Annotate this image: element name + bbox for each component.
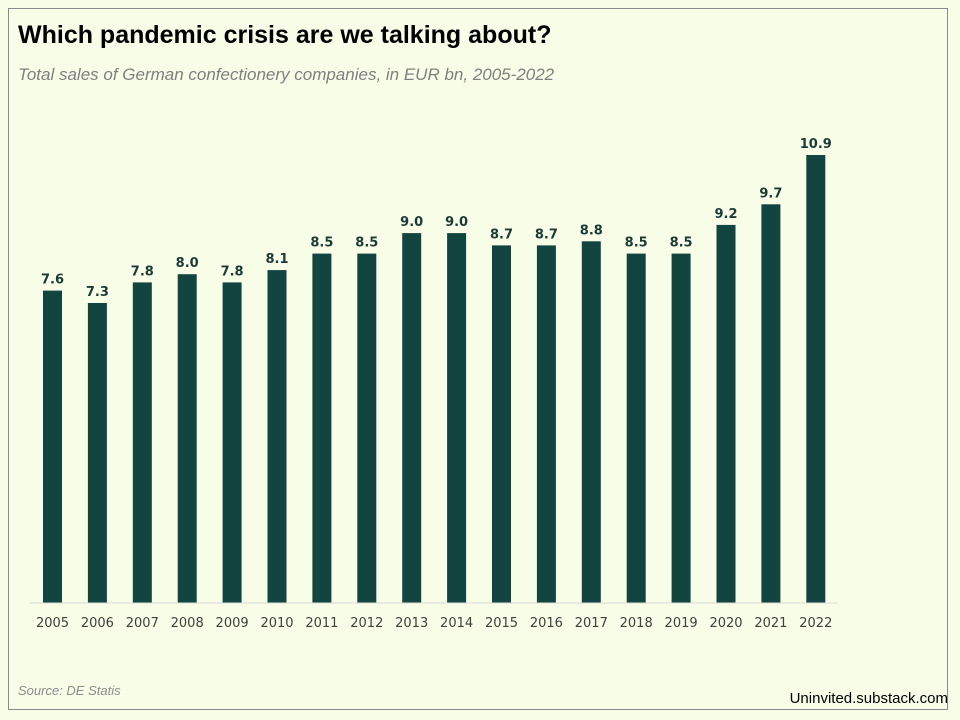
x-tick-label-2022: 2022 xyxy=(799,616,832,631)
x-tick-label-2007: 2007 xyxy=(126,616,159,631)
data-label-2015: 8.7 xyxy=(490,227,513,242)
bar-2013 xyxy=(402,233,422,603)
bar-2016 xyxy=(536,245,556,603)
x-tick-label-2015: 2015 xyxy=(485,616,518,631)
x-tick-label-2008: 2008 xyxy=(171,616,204,631)
x-tick-label-2013: 2013 xyxy=(395,616,428,631)
data-label-2021: 9.7 xyxy=(759,186,782,201)
bar-2008 xyxy=(177,274,197,603)
credit-text: Uninvited.substack.com xyxy=(789,690,948,707)
data-label-2022: 10.9 xyxy=(800,137,832,152)
data-label-2012: 8.5 xyxy=(355,236,378,251)
x-tick-label-2006: 2006 xyxy=(81,616,114,631)
x-tick-label-2019: 2019 xyxy=(665,616,698,631)
data-label-2020: 9.2 xyxy=(714,207,737,222)
x-tick-label-2018: 2018 xyxy=(620,616,653,631)
bar-2006 xyxy=(87,303,107,603)
data-label-2011: 8.5 xyxy=(310,236,333,251)
data-label-2007: 7.8 xyxy=(131,264,154,279)
data-label-2005: 7.6 xyxy=(41,273,64,288)
data-label-2014: 9.0 xyxy=(445,215,468,230)
x-tick-label-2021: 2021 xyxy=(754,616,787,631)
bar-2007 xyxy=(132,282,152,603)
data-label-2019: 8.5 xyxy=(670,236,693,251)
bar-2015 xyxy=(492,245,511,603)
bar-2021 xyxy=(761,204,781,604)
bar-2017 xyxy=(581,241,601,604)
source-note: Source: DE Statis xyxy=(18,683,121,698)
chart-title: Which pandemic crisis are we talking abo… xyxy=(18,21,552,49)
x-tick-label-2010: 2010 xyxy=(260,616,293,631)
data-label-2008: 8.0 xyxy=(176,256,199,271)
bar-2009 xyxy=(222,282,242,603)
data-label-2006: 7.3 xyxy=(86,285,109,300)
x-tick-label-2014: 2014 xyxy=(440,616,473,631)
chart-frame xyxy=(8,8,948,710)
x-tick-label-2009: 2009 xyxy=(216,616,249,631)
bar-2014 xyxy=(447,233,467,603)
bar-2018 xyxy=(626,253,646,603)
data-label-2013: 9.0 xyxy=(400,215,423,230)
bar-2012 xyxy=(357,253,377,603)
bar-2019 xyxy=(671,253,691,603)
bar-2010 xyxy=(267,270,287,603)
data-label-2016: 8.7 xyxy=(535,227,558,242)
x-tick-label-2017: 2017 xyxy=(575,616,608,631)
x-tick-label-2012: 2012 xyxy=(350,616,383,631)
data-label-2009: 7.8 xyxy=(221,264,244,279)
data-label-2010: 8.1 xyxy=(265,252,288,267)
data-label-2018: 8.5 xyxy=(625,236,648,251)
bar-2011 xyxy=(312,253,332,603)
data-label-2017: 8.8 xyxy=(580,223,603,238)
x-tick-label-2011: 2011 xyxy=(305,616,338,631)
x-tick-label-2016: 2016 xyxy=(530,616,563,631)
x-tick-label-2005: 2005 xyxy=(36,616,69,631)
bar-2022 xyxy=(806,155,826,603)
chart-subtitle: Total sales of German confectionery comp… xyxy=(18,65,555,84)
bar-2020 xyxy=(716,224,736,603)
x-tick-label-2020: 2020 xyxy=(709,616,742,631)
bar-2005 xyxy=(43,290,62,603)
